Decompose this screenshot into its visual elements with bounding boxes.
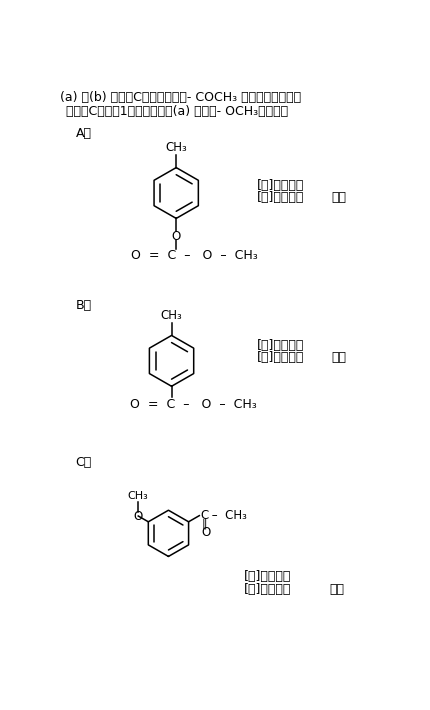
Text: Aは: Aは xyxy=(75,127,92,140)
Text: –  CH₃: – CH₃ xyxy=(208,509,247,522)
Text: O: O xyxy=(172,229,181,243)
Text: CH₃: CH₃ xyxy=(128,491,149,501)
Text: [オ]・・・お: [オ]・・・お xyxy=(244,570,291,584)
Text: CH₃: CH₃ xyxy=(161,309,182,322)
Text: (a) と(b) から　Cは（く）の　- COCH₃ を持つとわかる。: (a) と(b) から Cは（く）の - COCH₃ を持つとわかる。 xyxy=(60,92,301,104)
Text: [カ]・・・く: [カ]・・・く xyxy=(244,583,291,596)
Text: O  =  C  –   O  –  CH₃: O = C – O – CH₃ xyxy=(131,249,258,262)
Text: [イ]・・・す: [イ]・・・す xyxy=(257,191,304,204)
Text: Cは: Cは xyxy=(75,457,92,469)
Text: O: O xyxy=(202,526,211,539)
Text: 答え: 答え xyxy=(331,351,346,364)
Text: O  =  C  –   O  –  CH₃: O = C – O – CH₃ xyxy=(130,398,256,411)
Text: [エ]・・・こ: [エ]・・・こ xyxy=(257,351,304,364)
Text: O: O xyxy=(134,510,143,523)
Text: Bは: Bは xyxy=(75,299,92,312)
Text: 答え: 答え xyxy=(329,583,344,596)
Text: C: C xyxy=(201,509,209,522)
Text: また、Cのもう1つの置換基は(a) より　- OCH₃となる。: また、Cのもう1つの置換基は(a) より - OCH₃となる。 xyxy=(66,105,288,119)
Text: 答え: 答え xyxy=(331,191,346,204)
Text: ‖: ‖ xyxy=(202,519,207,530)
Text: [ア]・・・あ: [ア]・・・あ xyxy=(257,179,304,192)
Text: [ウ]・・・あ: [ウ]・・・あ xyxy=(257,339,304,352)
Text: CH₃: CH₃ xyxy=(165,141,187,154)
